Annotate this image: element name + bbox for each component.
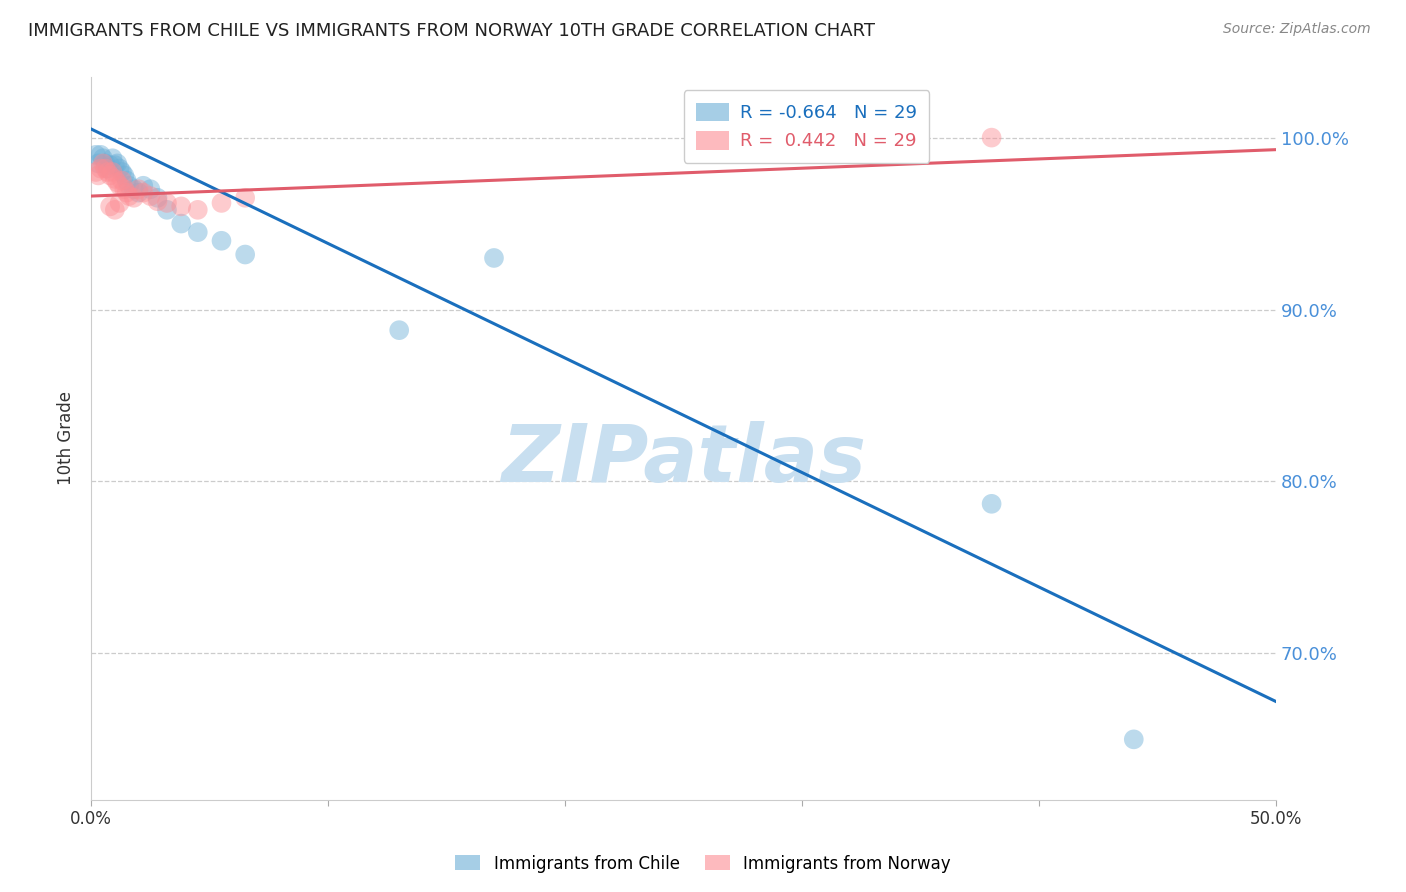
Point [128, 186, 150, 200]
Point [170, 199, 193, 213]
Point [482, 251, 505, 265]
Point [187, 202, 209, 217]
Y-axis label: 10th Grade: 10th Grade [58, 392, 75, 485]
Text: ZIPatlas: ZIPatlas [501, 421, 866, 500]
Point [112, 169, 135, 183]
Point [146, 194, 169, 209]
Point [87, 156, 110, 170]
Point [97, 165, 120, 179]
Point [90, 161, 112, 176]
Point [980, 130, 1002, 145]
Text: Source: ZipAtlas.com: Source: ZipAtlas.com [1223, 22, 1371, 37]
Point [118, 189, 141, 203]
Point [211, 196, 233, 211]
Point [132, 178, 155, 193]
Point [132, 186, 155, 200]
Point [104, 158, 127, 172]
Point [233, 247, 256, 261]
Point [111, 165, 134, 179]
Point [91, 151, 114, 165]
Point [211, 234, 233, 248]
Legend: R = -0.664   N = 29, R =  0.442   N = 29: R = -0.664 N = 29, R = 0.442 N = 29 [683, 90, 929, 163]
Point [97, 161, 120, 176]
Point [104, 172, 127, 186]
Point [980, 497, 1002, 511]
Point [104, 202, 127, 217]
Point [84, 148, 107, 162]
Point [105, 175, 128, 189]
Point [94, 156, 117, 170]
Point [139, 182, 162, 196]
Point [115, 173, 138, 187]
Point [170, 217, 193, 231]
Point [90, 148, 112, 162]
Point [122, 191, 145, 205]
Point [84, 165, 107, 179]
Point [122, 182, 145, 196]
Point [98, 199, 121, 213]
Point [98, 169, 121, 183]
Point [156, 196, 179, 211]
Point [94, 161, 117, 176]
Point [108, 196, 131, 211]
Point [233, 191, 256, 205]
Point [112, 182, 135, 196]
Point [146, 191, 169, 205]
Point [388, 323, 411, 337]
Point [87, 169, 110, 183]
Point [98, 158, 121, 172]
Point [101, 165, 124, 179]
Point [111, 173, 134, 187]
Point [115, 186, 138, 200]
Point [108, 178, 131, 193]
Legend: Immigrants from Chile, Immigrants from Norway: Immigrants from Chile, Immigrants from N… [449, 848, 957, 880]
Point [1122, 732, 1144, 747]
Point [118, 178, 141, 193]
Point [108, 161, 131, 176]
Point [105, 156, 128, 170]
Point [156, 202, 179, 217]
Text: IMMIGRANTS FROM CHILE VS IMMIGRANTS FROM NORWAY 10TH GRADE CORRELATION CHART: IMMIGRANTS FROM CHILE VS IMMIGRANTS FROM… [28, 22, 875, 40]
Point [101, 151, 124, 165]
Point [128, 182, 150, 196]
Point [187, 225, 209, 239]
Point [139, 189, 162, 203]
Point [91, 156, 114, 170]
